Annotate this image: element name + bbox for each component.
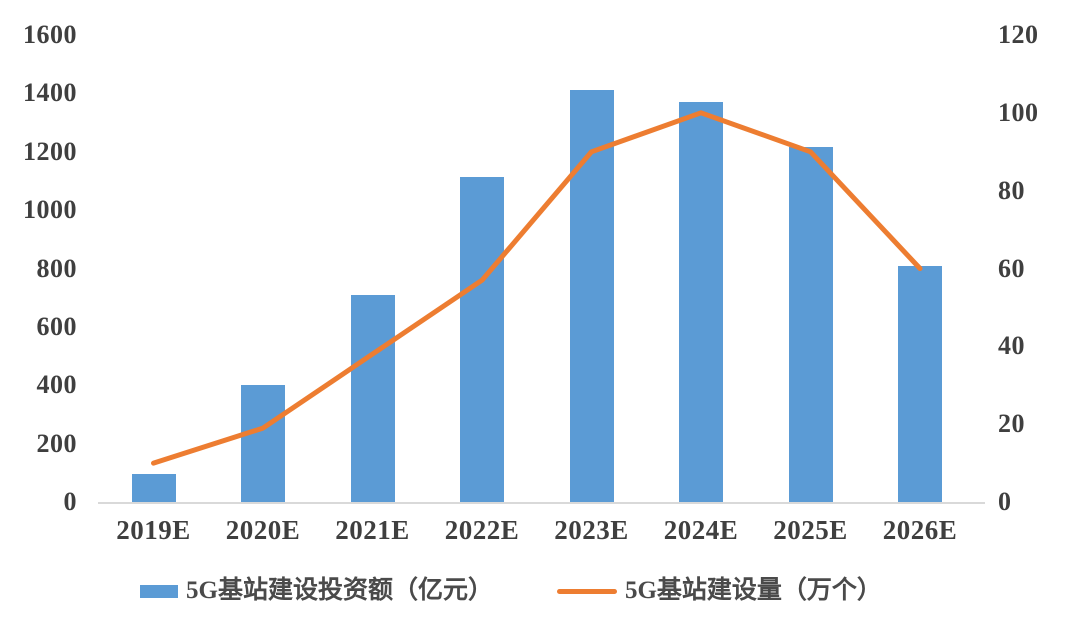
x-axis-label-2026E: 2026E xyxy=(882,515,958,545)
bar-2023E xyxy=(569,90,614,502)
left-axis-tick: 600 xyxy=(36,311,77,341)
x-axis-label-2022E: 2022E xyxy=(444,515,520,545)
bar-2019E xyxy=(131,474,176,502)
x-axis-label-2021E: 2021E xyxy=(335,515,410,545)
right-axis-tick: 20 xyxy=(998,409,1025,439)
right-axis-tick: 80 xyxy=(998,175,1025,205)
x-axis-label-2025E: 2025E xyxy=(773,515,848,545)
bar-2026E xyxy=(898,265,942,502)
bar-swatch-icon xyxy=(140,584,178,598)
bar-2025E xyxy=(788,147,833,502)
x-axis-label-2023E: 2023E xyxy=(554,515,629,545)
bar-2020E xyxy=(241,385,285,502)
left-axis-tick: 1400 xyxy=(23,78,77,108)
line-swatch-icon xyxy=(556,588,617,594)
bar-2021E xyxy=(350,294,395,502)
bar-2024E xyxy=(679,102,723,502)
right-axis-tick: 100 xyxy=(998,97,1039,127)
left-axis-tick: 200 xyxy=(36,428,77,458)
right-axis-tick: 60 xyxy=(998,253,1025,283)
x-axis-label-2019E: 2019E xyxy=(116,515,191,545)
left-axis-tick: 400 xyxy=(36,370,77,400)
left-axis-tick: 1000 xyxy=(23,195,77,225)
legend-label-investment: 5G基站建设投资额（亿元） xyxy=(186,577,493,604)
right-axis-tick: 40 xyxy=(998,331,1025,361)
left-axis-tick: 0 xyxy=(63,487,77,516)
x-axis-label-2024E: 2024E xyxy=(663,515,739,545)
right-axis-tick: 120 xyxy=(998,20,1039,49)
legend-item-stations: 5G基站建设量（万个） xyxy=(556,576,882,606)
legend-label-stations: 5G基站建设量（万个） xyxy=(624,577,882,604)
legend-item-investment: 5G基站建设投资额（亿元） xyxy=(140,576,493,606)
bar-2022E xyxy=(460,176,504,502)
legend: 5G基站建设投资额（亿元） 5G基站建设量（万个） xyxy=(0,574,1080,608)
x-axis-baseline xyxy=(98,502,985,504)
left-axis-tick: 1600 xyxy=(23,20,77,49)
left-axis-tick: 1200 xyxy=(23,136,77,166)
left-axis-tick: 800 xyxy=(36,253,77,283)
x-axis-label-2020E: 2020E xyxy=(225,515,301,545)
right-axis-tick: 0 xyxy=(998,487,1012,516)
